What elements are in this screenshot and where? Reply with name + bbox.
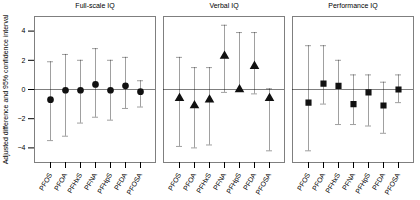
svg-text:PFHpS: PFHpS [225, 171, 243, 195]
svg-text:Performance IQ: Performance IQ [328, 2, 378, 10]
svg-text:PFNA: PFNA [83, 171, 99, 191]
svg-text:2: 2 [22, 57, 26, 64]
svg-text:PFDA: PFDA [371, 171, 387, 191]
svg-text:PFHxS: PFHxS [195, 171, 212, 194]
svg-text:0: 0 [22, 86, 26, 93]
svg-text:PFOA: PFOA [311, 171, 327, 191]
svg-text:PFHpS: PFHpS [354, 171, 372, 195]
svg-text:PFOS: PFOS [167, 171, 183, 191]
svg-text:PFOA: PFOA [182, 171, 198, 191]
svg-text:4: 4 [22, 27, 26, 34]
svg-text:PFDA: PFDA [113, 171, 129, 191]
svg-text:PFHpS: PFHpS [96, 171, 114, 195]
svg-text:PFOSA: PFOSA [383, 171, 401, 195]
svg-text:PFOSA: PFOSA [254, 171, 272, 195]
svg-text:PFOS: PFOS [38, 171, 54, 191]
svg-text:PFOA: PFOA [53, 171, 69, 191]
svg-text:−4: −4 [18, 144, 26, 151]
svg-text:Verbal IQ: Verbal IQ [209, 2, 239, 10]
svg-text:PFHxS: PFHxS [66, 171, 83, 194]
svg-text:PFDA: PFDA [242, 171, 258, 191]
svg-text:PFNA: PFNA [341, 171, 357, 191]
svg-text:PFOSA: PFOSA [125, 171, 143, 195]
svg-text:Full-scale IQ: Full-scale IQ [75, 2, 115, 10]
svg-text:PFNA: PFNA [212, 171, 228, 191]
svg-text:PFHxS: PFHxS [324, 171, 341, 194]
svg-text:Adjusted difference and 95% co: Adjusted difference and 95% confidence i… [2, 14, 10, 164]
svg-text:−2: −2 [18, 115, 26, 122]
svg-text:PFOS: PFOS [296, 171, 312, 191]
